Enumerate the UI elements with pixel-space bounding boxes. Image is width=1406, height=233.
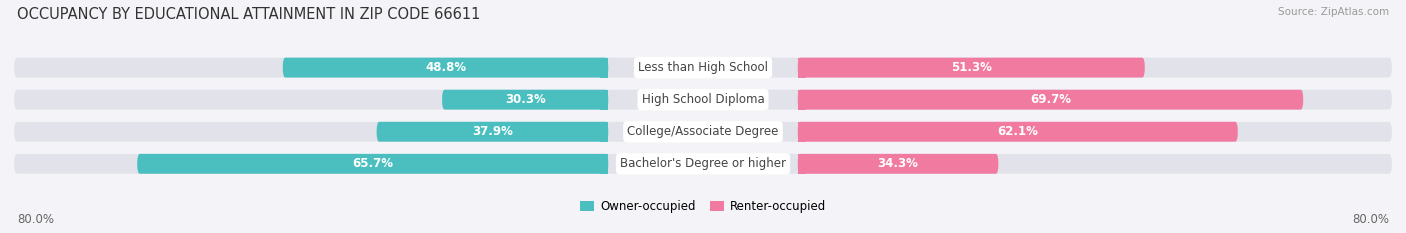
Text: 62.1%: 62.1% [997, 125, 1038, 138]
Text: Bachelor's Degree or higher: Bachelor's Degree or higher [620, 157, 786, 170]
Legend: Owner-occupied, Renter-occupied: Owner-occupied, Renter-occupied [575, 195, 831, 218]
Text: High School Diploma: High School Diploma [641, 93, 765, 106]
FancyBboxPatch shape [797, 90, 807, 110]
FancyBboxPatch shape [14, 90, 1392, 110]
FancyBboxPatch shape [797, 154, 998, 174]
FancyBboxPatch shape [797, 122, 807, 142]
FancyBboxPatch shape [797, 154, 807, 174]
FancyBboxPatch shape [797, 58, 807, 78]
Text: 69.7%: 69.7% [1031, 93, 1071, 106]
FancyBboxPatch shape [797, 122, 1237, 142]
FancyBboxPatch shape [441, 90, 609, 110]
FancyBboxPatch shape [599, 58, 609, 78]
Text: 51.3%: 51.3% [950, 61, 991, 74]
Text: OCCUPANCY BY EDUCATIONAL ATTAINMENT IN ZIP CODE 66611: OCCUPANCY BY EDUCATIONAL ATTAINMENT IN Z… [17, 7, 481, 22]
FancyBboxPatch shape [797, 90, 1303, 110]
FancyBboxPatch shape [377, 122, 609, 142]
FancyBboxPatch shape [797, 58, 1144, 78]
Text: 65.7%: 65.7% [353, 157, 394, 170]
FancyBboxPatch shape [599, 90, 609, 110]
FancyBboxPatch shape [14, 122, 1392, 142]
FancyBboxPatch shape [14, 58, 1392, 78]
Text: 80.0%: 80.0% [1353, 213, 1389, 226]
FancyBboxPatch shape [599, 122, 609, 142]
Text: Source: ZipAtlas.com: Source: ZipAtlas.com [1278, 7, 1389, 17]
Text: 37.9%: 37.9% [472, 125, 513, 138]
Text: Less than High School: Less than High School [638, 61, 768, 74]
Text: 48.8%: 48.8% [425, 61, 465, 74]
Text: 34.3%: 34.3% [877, 157, 918, 170]
Text: 30.3%: 30.3% [505, 93, 546, 106]
Text: 80.0%: 80.0% [17, 213, 53, 226]
Text: College/Associate Degree: College/Associate Degree [627, 125, 779, 138]
FancyBboxPatch shape [283, 58, 609, 78]
FancyBboxPatch shape [599, 154, 609, 174]
FancyBboxPatch shape [14, 154, 1392, 174]
FancyBboxPatch shape [138, 154, 609, 174]
